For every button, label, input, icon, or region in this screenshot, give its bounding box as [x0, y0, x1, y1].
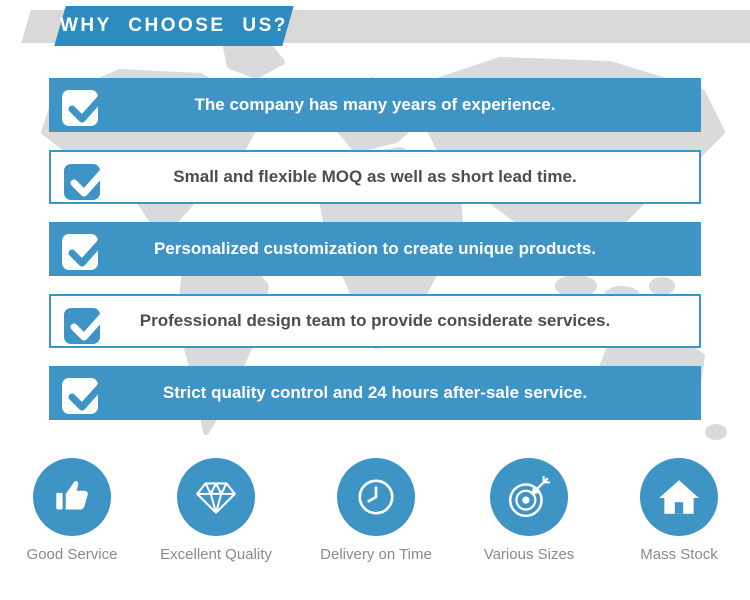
feature-circle — [33, 458, 111, 536]
checkbox-check-icon — [61, 82, 113, 128]
benefit-list: The company has many years of experience… — [49, 78, 701, 438]
feature-label: Mass Stock — [640, 546, 718, 563]
benefit-banner-3: Personalized customization to create uni… — [49, 222, 701, 276]
benefit-text: Professional design team to provide cons… — [139, 311, 611, 330]
feature-label: Delivery on Time — [320, 546, 432, 563]
target-arrow-icon — [508, 476, 550, 518]
feature-excellent-quality: Excellent Quality — [131, 458, 301, 563]
benefit-banner-5: Strict quality control and 24 hours afte… — [49, 366, 701, 420]
checkbox-check-icon — [63, 300, 115, 346]
feature-mass-stock: Mass Stock — [594, 458, 750, 563]
benefit-text: Strict quality control and 24 hours afte… — [162, 383, 588, 402]
feature-circle — [177, 458, 255, 536]
house-icon — [659, 480, 699, 514]
header-banner: WHY CHOOSE US? — [54, 6, 294, 46]
thumb-up-icon — [56, 481, 88, 510]
benefit-text: The company has many years of experience… — [194, 95, 556, 114]
feature-various-sizes: Various Sizes — [444, 458, 614, 563]
checkbox-check-icon — [61, 226, 113, 272]
benefit-banner-2: Small and flexible MOQ as well as short … — [49, 150, 701, 204]
page-title: WHY CHOOSE US? — [60, 15, 288, 36]
feature-circle — [640, 458, 718, 536]
feature-label: Good Service — [26, 546, 118, 563]
feature-label: Excellent Quality — [160, 546, 272, 563]
feature-good-service: Good Service — [0, 458, 157, 563]
benefit-banner-4: Professional design team to provide cons… — [49, 294, 701, 348]
feature-label: Various Sizes — [483, 546, 575, 563]
benefit-text: Personalized customization to create uni… — [153, 239, 597, 258]
checkbox-check-icon — [63, 156, 115, 202]
checkbox-check-icon — [61, 370, 113, 416]
feature-circle — [490, 458, 568, 536]
benefit-text: Small and flexible MOQ as well as short … — [173, 167, 577, 186]
diamond-icon — [196, 482, 236, 514]
feature-delivery-on-time: Delivery on Time — [291, 458, 461, 563]
feature-circle — [337, 458, 415, 536]
clock-icon — [358, 479, 394, 515]
benefit-banner-1: The company has many years of experience… — [49, 78, 701, 132]
